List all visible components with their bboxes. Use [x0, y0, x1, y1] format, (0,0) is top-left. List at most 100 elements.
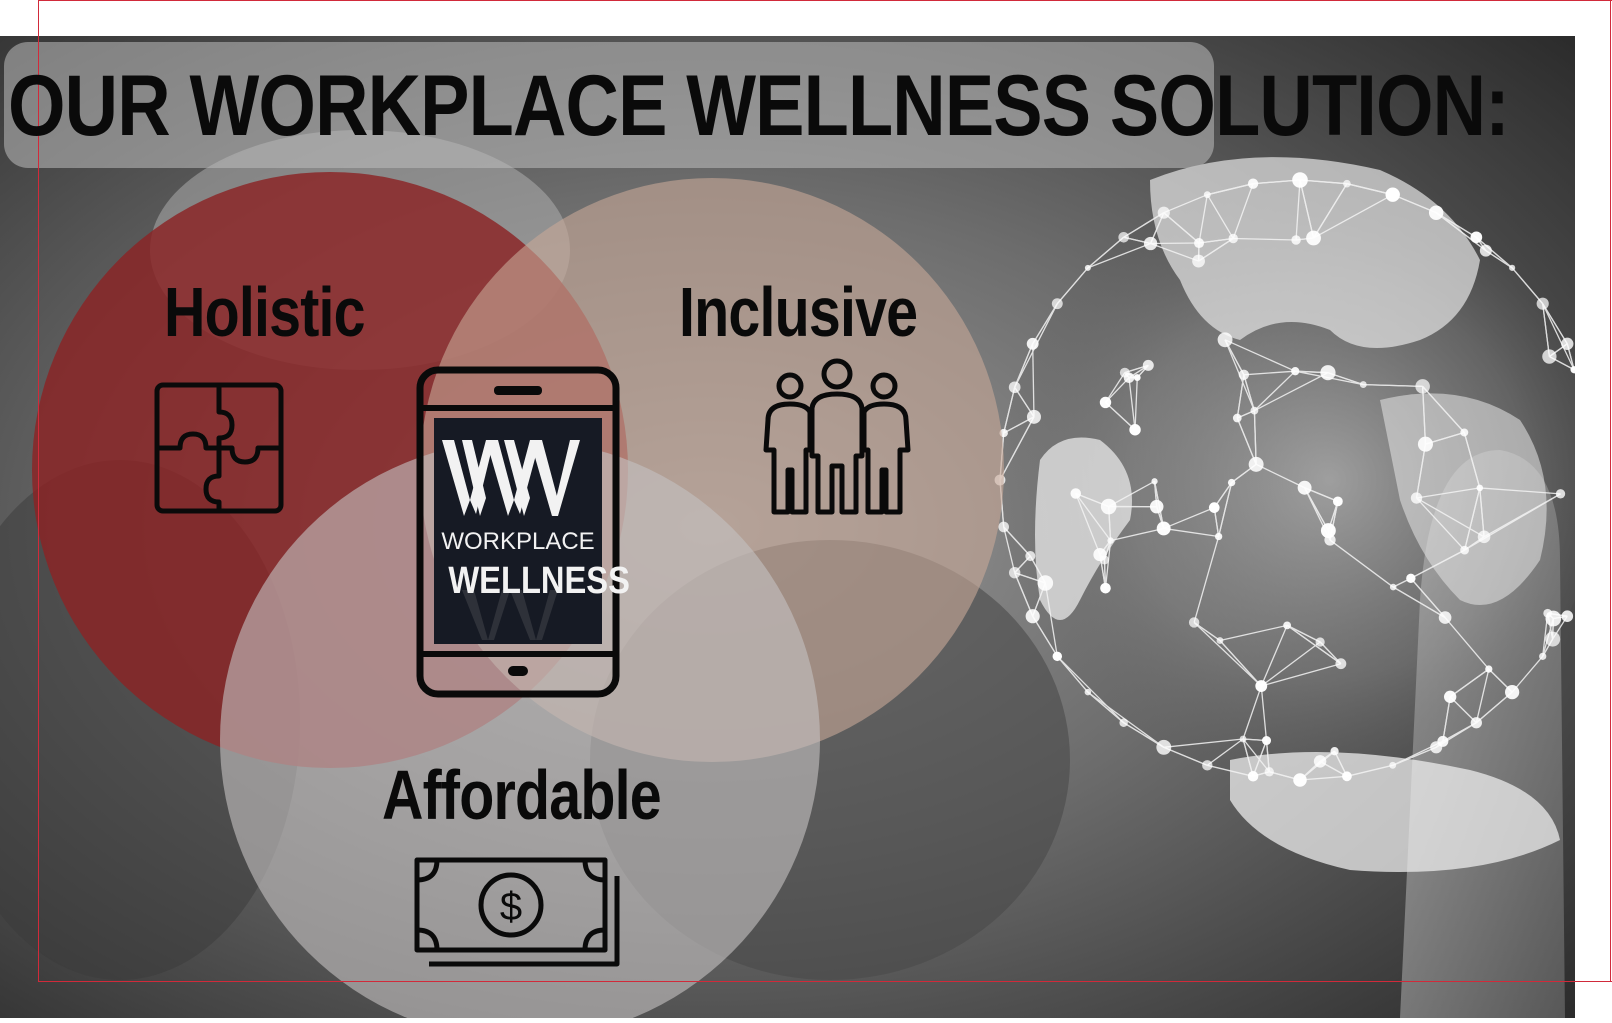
- network-node: [1556, 489, 1565, 498]
- network-node: [1480, 245, 1492, 257]
- network-node: [1306, 231, 1321, 246]
- network-node: [1233, 414, 1242, 423]
- network-node: [1228, 479, 1235, 486]
- venn-label-affordable: Affordable: [382, 755, 661, 835]
- network-node: [1026, 609, 1040, 623]
- network-node: [1478, 531, 1491, 544]
- network-node: [1342, 771, 1352, 781]
- network-node: [1545, 632, 1560, 647]
- frame-bottom-line: [38, 981, 1612, 982]
- network-node: [1476, 485, 1483, 492]
- network-node: [1292, 172, 1308, 188]
- network-node: [1189, 617, 1199, 627]
- network-node: [1385, 187, 1399, 201]
- network-node: [1415, 379, 1430, 394]
- network-node: [1150, 500, 1164, 514]
- network-node: [1343, 180, 1351, 188]
- network-node: [1509, 265, 1515, 271]
- network-node: [1389, 762, 1396, 769]
- network-node: [1025, 551, 1035, 561]
- network-node: [1418, 437, 1433, 452]
- network-node: [1330, 747, 1338, 755]
- page-title: OUR WORKPLACE WELLNESS SOLUTION:: [8, 52, 1049, 160]
- network-node: [1143, 360, 1154, 371]
- network-node: [1158, 207, 1170, 219]
- network-node: [1100, 555, 1109, 564]
- network-node: [1107, 537, 1113, 543]
- network-node: [1151, 478, 1157, 484]
- network-node: [1192, 255, 1205, 268]
- network-node: [1542, 349, 1556, 363]
- network-node: [1321, 523, 1336, 538]
- network-node: [1215, 533, 1222, 540]
- svg-text:$: $: [500, 885, 522, 929]
- network-node: [1240, 736, 1247, 743]
- network-node: [1537, 298, 1549, 310]
- network-node: [1562, 610, 1574, 622]
- network-node: [1085, 689, 1092, 696]
- frame-right-line: [1610, 0, 1611, 982]
- network-node: [1545, 611, 1561, 627]
- network-node: [1144, 237, 1157, 250]
- network-node: [1129, 424, 1140, 435]
- network-node: [1470, 231, 1482, 243]
- network-node: [1485, 665, 1492, 672]
- network-node: [1335, 658, 1346, 669]
- network-node: [1202, 760, 1212, 770]
- network-node: [1460, 428, 1468, 436]
- network-node: [1390, 584, 1397, 591]
- logo-text-workplace: WORKPLACE: [437, 528, 599, 556]
- network-node: [1539, 653, 1546, 660]
- network-node: [1156, 740, 1171, 755]
- network-node: [1100, 583, 1111, 594]
- network-node: [1249, 457, 1264, 472]
- network-node: [1052, 298, 1063, 309]
- network-node: [1430, 741, 1442, 753]
- network-node: [1293, 773, 1307, 787]
- network-node: [1194, 238, 1204, 248]
- network-node: [1570, 366, 1577, 373]
- network-node: [1218, 332, 1233, 347]
- network-node: [1239, 370, 1249, 380]
- network-node: [1320, 365, 1335, 380]
- network-node: [1100, 397, 1111, 408]
- network-node: [1255, 680, 1267, 692]
- network-node: [1411, 492, 1422, 503]
- network-node: [1406, 574, 1415, 583]
- network-node: [1291, 367, 1299, 375]
- network-node: [1471, 717, 1482, 728]
- network-node: [1444, 691, 1456, 703]
- network-node: [1085, 265, 1091, 271]
- network-node: [1038, 575, 1054, 591]
- network-node: [1505, 685, 1519, 699]
- network-node: [1314, 755, 1327, 768]
- network-node: [1262, 736, 1271, 745]
- network-node: [1316, 637, 1325, 646]
- network-node: [1298, 481, 1312, 495]
- network-node: [1248, 771, 1258, 781]
- network-node: [998, 522, 1009, 533]
- network-node: [1009, 381, 1021, 393]
- network-node: [1053, 652, 1062, 661]
- network-node: [1360, 381, 1367, 388]
- network-node: [1209, 502, 1220, 513]
- network-node: [1157, 522, 1171, 536]
- network-node: [1460, 546, 1469, 555]
- frame-top-line: [38, 0, 1612, 1]
- network-node: [1429, 205, 1443, 219]
- network-node: [1265, 767, 1274, 776]
- network-node: [1118, 232, 1129, 243]
- network-node: [1101, 499, 1117, 515]
- network-node: [1204, 191, 1211, 198]
- network-node: [1291, 235, 1300, 244]
- network-node: [1120, 368, 1130, 378]
- venn-label-inclusive: Inclusive: [679, 272, 917, 352]
- network-node: [1217, 637, 1224, 644]
- network-node: [1027, 338, 1039, 350]
- network-node: [1333, 496, 1343, 506]
- network-node: [1229, 234, 1238, 243]
- logo-text-wellness: WELLNESS: [448, 558, 587, 604]
- network-node: [1009, 567, 1020, 578]
- network-node: [1134, 374, 1141, 381]
